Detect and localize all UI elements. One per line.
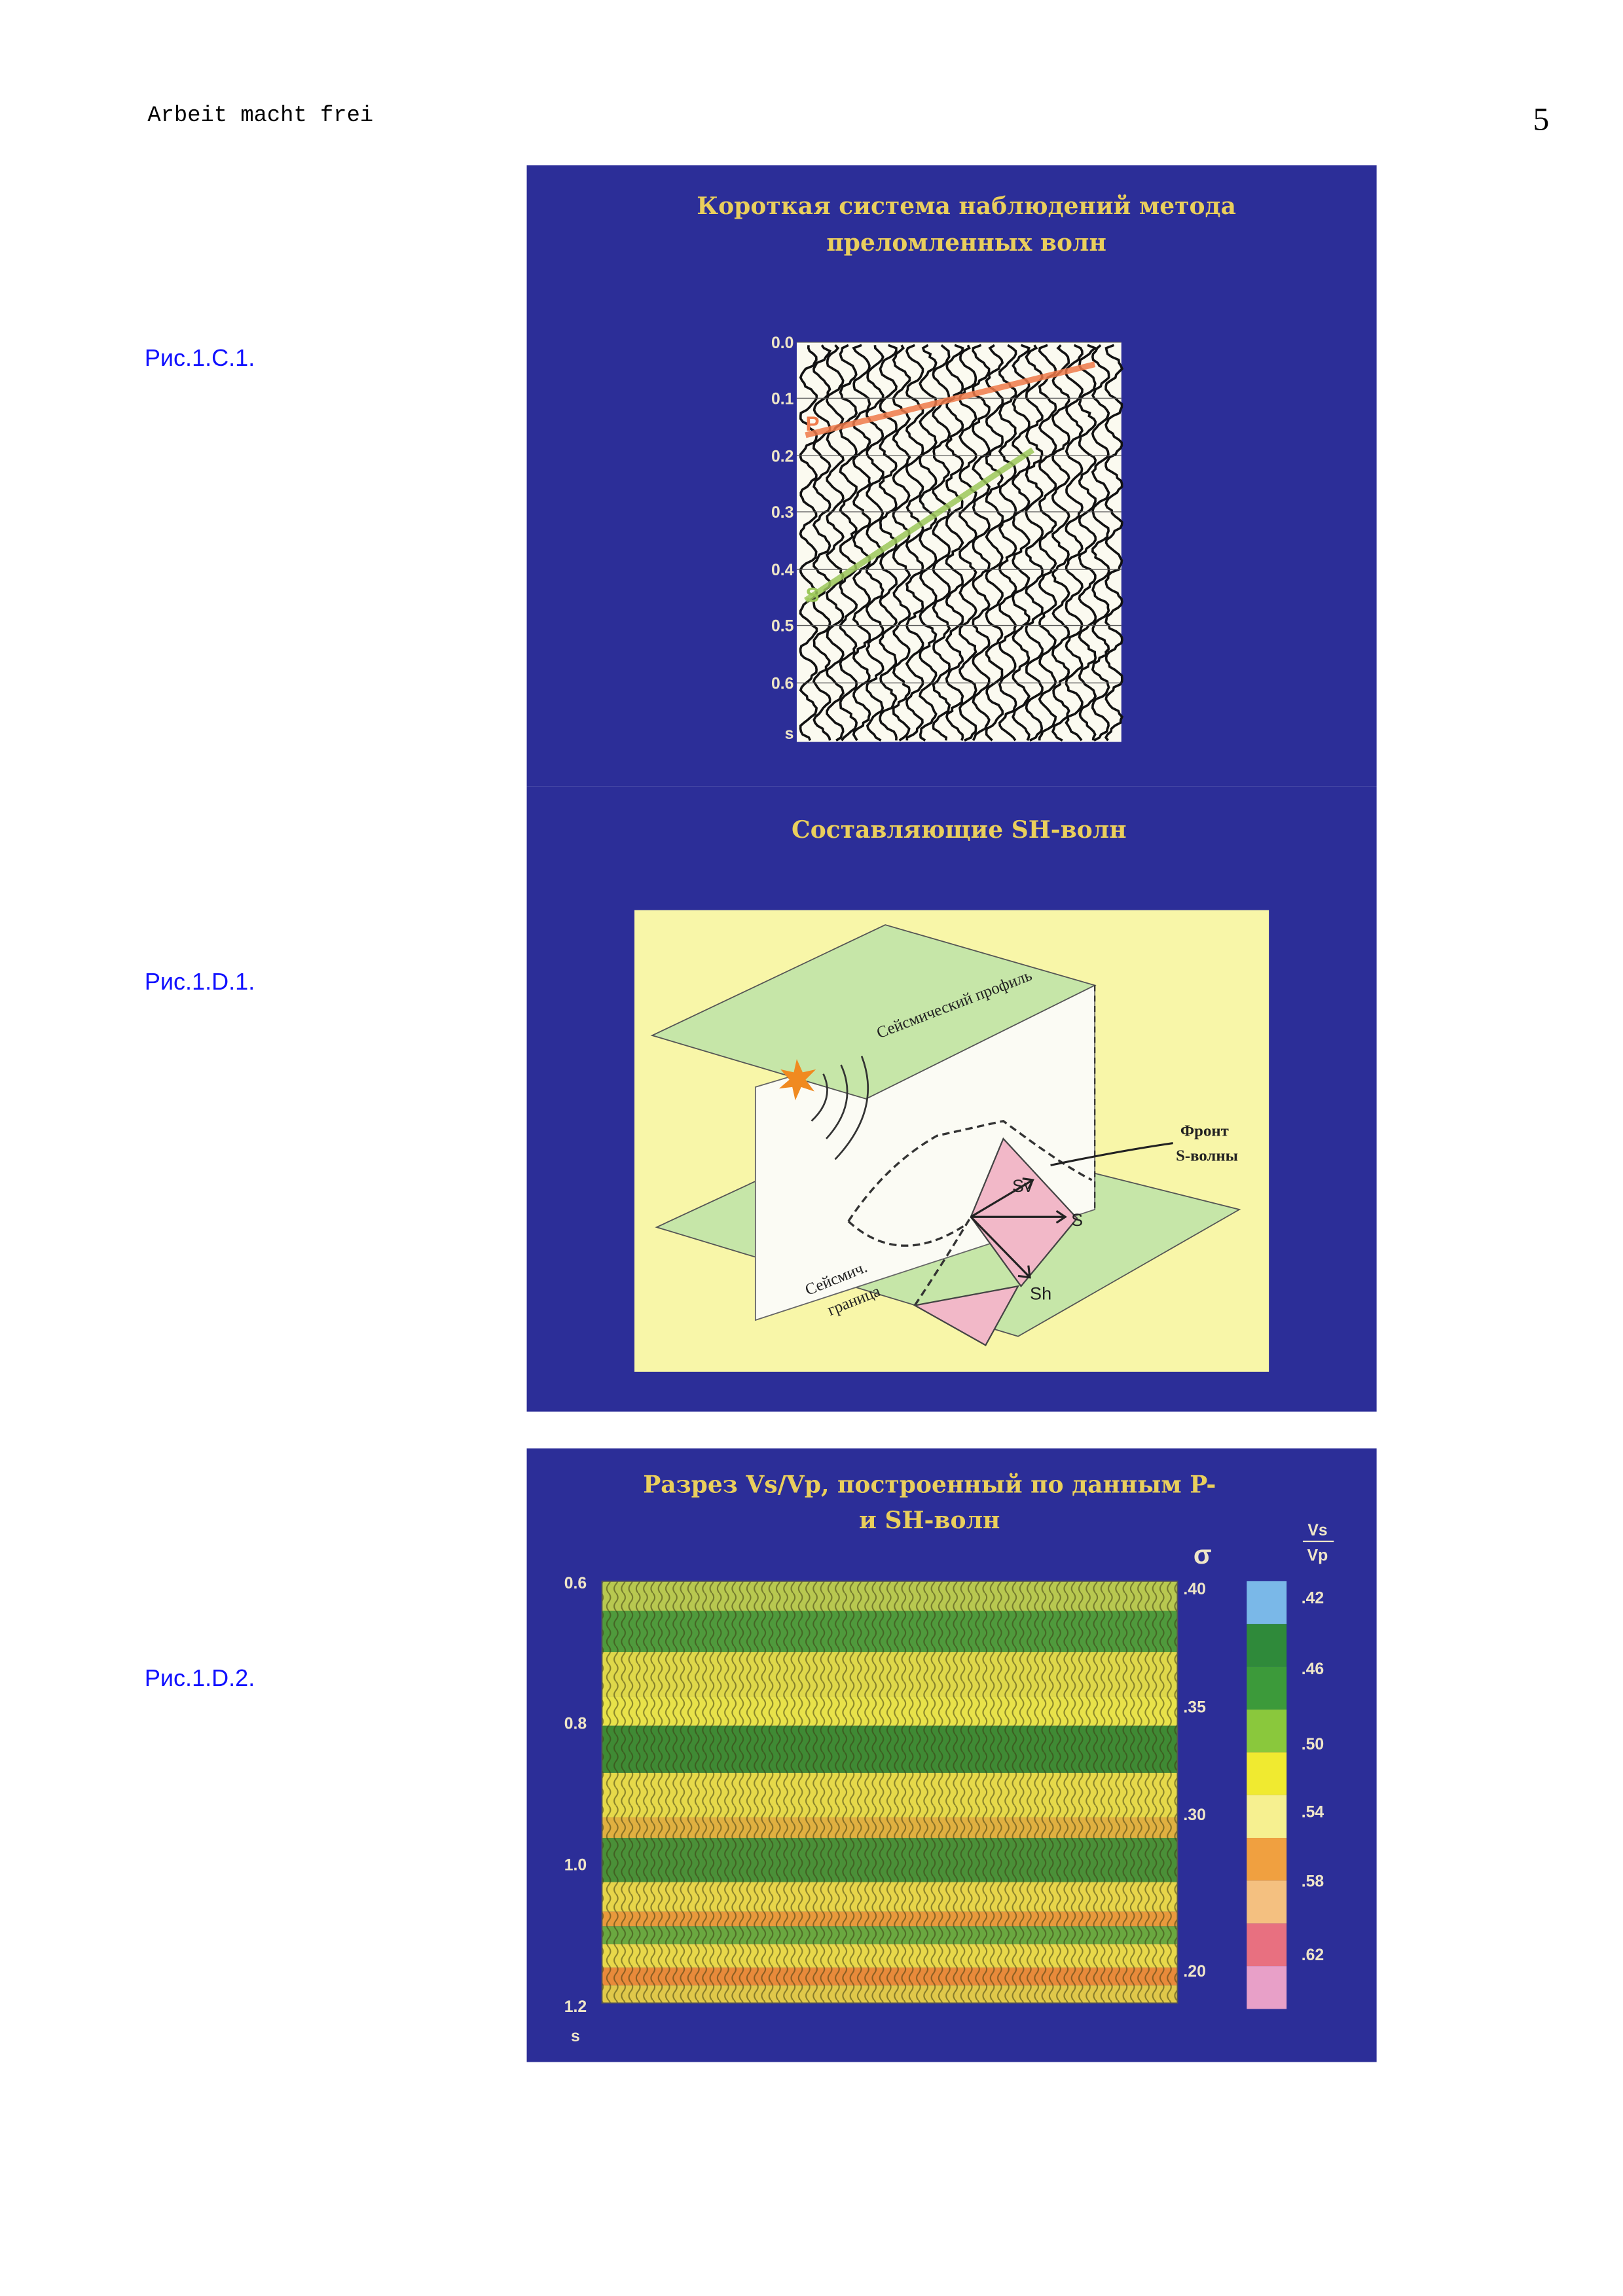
axis-label: 0.4	[771, 562, 794, 579]
ratio-tick-label: .54	[1302, 1803, 1324, 1821]
diagram-label: S-волны	[1176, 1147, 1238, 1165]
trace	[998, 344, 1017, 742]
front-surface	[970, 1137, 1078, 1288]
time-label: 1.2	[564, 1998, 587, 2016]
ratio-tick-label: .50	[1302, 1736, 1324, 1753]
diagram-label: S	[1071, 1210, 1083, 1230]
trace	[1051, 344, 1070, 742]
p-wave-line	[805, 361, 1096, 439]
colorbar-segment	[1247, 1795, 1287, 1839]
page-number: 5	[1533, 101, 1550, 137]
trace	[958, 344, 977, 742]
sigma-label: .35	[1183, 1698, 1206, 1716]
colorbar-segment	[1247, 1838, 1287, 1881]
trace	[826, 344, 845, 742]
front-surface	[912, 1285, 1020, 1346]
trace	[799, 345, 818, 742]
figure-title: Составляющие SH-волн	[792, 816, 1127, 844]
source-star	[778, 1059, 816, 1101]
trace	[1091, 344, 1110, 742]
colorbar-segment	[1247, 1966, 1287, 2009]
trace	[1104, 344, 1124, 742]
time-label: 1.0	[564, 1857, 587, 1874]
trace	[852, 344, 871, 742]
sigma-label: .20	[1183, 1963, 1205, 1981]
figure-3: Разрез Vs/Vp, построенный по данным P- и…	[526, 1448, 1377, 2062]
wave-label: S	[805, 583, 819, 606]
wiggle-overlay	[602, 1581, 1178, 2003]
wave-label: P	[805, 412, 819, 435]
caption: Рис.1.D.2.	[145, 1664, 255, 1691]
trace	[932, 344, 951, 741]
diagram-label: Sv	[1012, 1176, 1033, 1196]
front-dashed	[847, 1119, 1093, 1306]
colorbar-segment	[1247, 1923, 1287, 1967]
trace	[919, 344, 938, 742]
ratio-tick-label: .42	[1302, 1590, 1324, 1607]
trace	[945, 344, 964, 741]
ratio-tick-label: .62	[1302, 1946, 1324, 1964]
figure-title: Короткая система наблюдений метода	[697, 192, 1236, 220]
time-label: 0.6	[564, 1575, 587, 1592]
trace	[985, 344, 1004, 742]
figure-title: Разрез Vs/Vp, построенный по данным P-	[643, 1471, 1216, 1499]
colorbar	[1247, 1581, 1287, 2009]
trace	[905, 344, 924, 741]
wavefront-arcs	[811, 1056, 869, 1160]
vector-arrows	[970, 1142, 1173, 1279]
colorbar-segment	[1247, 1666, 1287, 1710]
figure-title: и SH-волн	[859, 1506, 1000, 1534]
s-wave-line	[803, 447, 1035, 603]
trace	[1012, 344, 1031, 742]
axis-label: s	[785, 725, 794, 743]
ratio-tick-label: .58	[1302, 1873, 1324, 1890]
axis-label: 0.6	[771, 675, 793, 692]
caption: Рис.1.С.1.	[145, 344, 255, 371]
time-label: 0.8	[564, 1715, 587, 1732]
time-label: s	[571, 2028, 580, 2045]
figure-title: преломленных волн	[826, 228, 1106, 257]
sigma-label: .40	[1183, 1581, 1205, 1598]
section-frame	[601, 1580, 1178, 2004]
axis-label: 0.0	[771, 334, 793, 352]
trace	[839, 344, 858, 742]
ratio-label: Vp	[1307, 1547, 1328, 1564]
colorbar-segment	[1247, 1581, 1287, 1624]
axis-label: 0.5	[771, 618, 794, 636]
trace	[1038, 344, 1057, 741]
ratio-tick-label: .46	[1302, 1660, 1324, 1678]
trace	[1065, 344, 1084, 742]
trace	[1078, 344, 1098, 741]
figure-1: Короткая система наблюдений метода прело…	[526, 165, 1377, 787]
diagram-label: Фронт	[1180, 1122, 1229, 1139]
trace	[812, 344, 832, 741]
axis-label: 0.2	[771, 448, 793, 465]
axis-label: 0.1	[771, 390, 794, 408]
ratio-label: Vs	[1307, 1522, 1327, 1539]
diagram-label: Sh	[1030, 1283, 1051, 1303]
sigma-label: .30	[1183, 1806, 1205, 1824]
header-title: Arbeit macht frei	[147, 103, 373, 128]
figure-2: Составляющие SH-волн Сейсмический профил…	[526, 786, 1377, 1412]
sigma-symbol: σ	[1194, 1539, 1212, 1570]
axis-label: 0.3	[771, 504, 793, 522]
trace	[972, 344, 991, 742]
trace	[865, 345, 884, 742]
colorbar-segment	[1247, 1752, 1287, 1795]
trace	[1025, 344, 1044, 742]
colorbar-segment	[1247, 1624, 1287, 1667]
colorbar-segment	[1247, 1709, 1287, 1753]
colorbar-segment	[1247, 1880, 1287, 1924]
caption: Рис.1.D.1.	[145, 968, 255, 995]
